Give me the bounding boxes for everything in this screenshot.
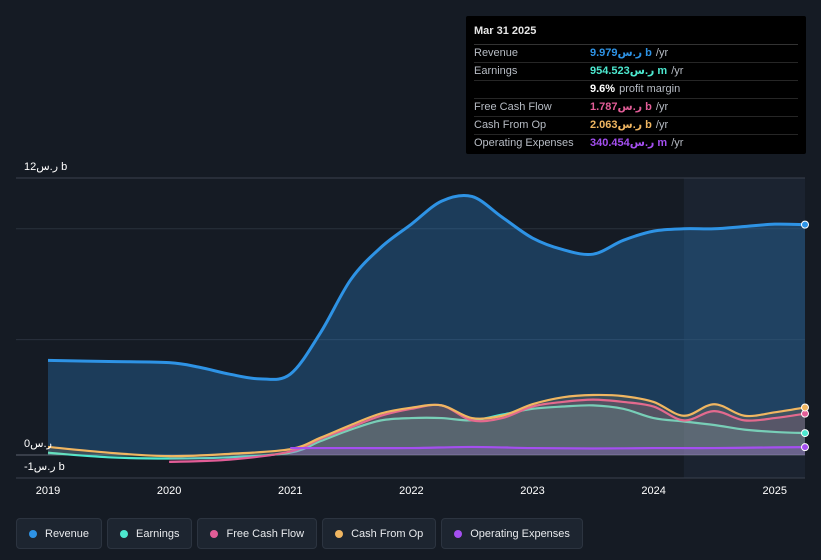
- legend-dot-icon: [335, 529, 344, 538]
- cash-from-op-line: [47, 393, 806, 458]
- tooltip-row-unit: /yr: [655, 119, 669, 131]
- tooltip-row-value: 1.787ر.س b: [590, 101, 652, 113]
- tooltip-row-unit: /yr: [671, 65, 684, 77]
- tooltip-row: Cash From Op 2.063ر.س b/yr: [474, 117, 798, 135]
- x-tick-label: 2024: [641, 485, 666, 497]
- legend-label: Free Cash Flow: [226, 527, 305, 540]
- legend-item-cash-from-op[interactable]: Cash From Op: [322, 518, 437, 549]
- tooltip-row-unit: /yr: [655, 47, 669, 59]
- tooltip-row-label: Revenue: [474, 47, 519, 59]
- tooltip-row-unit: /yr: [655, 101, 669, 113]
- end-markers: [801, 220, 809, 452]
- tooltip-date: Mar 31 2025: [474, 22, 798, 45]
- legend-dot-icon: [454, 529, 463, 538]
- tooltip-panel: Mar 31 2025 Revenue 9.979ر.س b/yr Earnings…: [466, 16, 806, 154]
- tooltip-row: 9.6% profit margin: [474, 81, 798, 99]
- operating-expenses-line: [290, 445, 806, 450]
- free-cash-flow-area: [169, 399, 805, 462]
- earnings-area: [48, 405, 805, 459]
- legend-dot-icon: [120, 529, 129, 538]
- tooltip-row: Revenue 9.979ر.س b/yr: [474, 45, 798, 63]
- operating-expenses-end-point: [801, 443, 809, 452]
- tooltip-row-unit: profit margin: [619, 83, 681, 95]
- tooltip-row-label: Earnings: [474, 65, 518, 77]
- tooltip-row-unit: /yr: [671, 137, 684, 149]
- legend-label: Revenue: [45, 527, 90, 540]
- tooltip-row-label: Free Cash Flow: [474, 101, 552, 113]
- y-label-bottom: -1ر.س b: [24, 461, 65, 473]
- tooltip-row: Earnings 954.523ر.س m/yr: [474, 63, 798, 81]
- tooltip-row-label: Operating Expenses: [474, 137, 574, 149]
- tooltip-row-value: 340.454ر.س m: [590, 137, 668, 149]
- x-tick-label: 2019: [35, 485, 61, 497]
- legend-label: Earnings: [136, 527, 180, 540]
- tooltip-row: Operating Expenses 340.454ر.س m/yr: [474, 135, 798, 152]
- x-tick-label: 2020: [156, 485, 182, 497]
- revenue-line: [47, 193, 806, 381]
- x-tick-label: 2023: [520, 485, 545, 497]
- legend-dot-icon: [210, 529, 219, 538]
- y-label-top: 12ر.س b: [24, 161, 68, 173]
- tooltip-row-value: 9.979ر.س b: [590, 47, 652, 59]
- tooltip-row-value: 954.523ر.س m: [590, 65, 668, 77]
- tooltip-row: Free Cash Flow 1.787ر.س b/yr: [474, 99, 798, 117]
- financial-chart: [16, 177, 809, 479]
- cash-from-op-end-point: [801, 403, 809, 412]
- x-tick-label: 2021: [277, 485, 303, 497]
- tooltip-row-value: 9.6%: [590, 83, 616, 95]
- legend: Revenue Earnings Free Cash Flow Cash From O…: [16, 518, 583, 549]
- cash-from-op-area: [48, 394, 805, 457]
- revenue-area: [48, 195, 805, 456]
- tooltip-row-label: Cash From Op: [474, 119, 547, 131]
- legend-label: Operating Expenses: [470, 527, 570, 540]
- series-layer: [47, 193, 806, 464]
- legend-item-revenue[interactable]: Revenue: [16, 518, 103, 549]
- x-tick-label: 2025: [762, 485, 787, 497]
- legend-item-free-cash-flow[interactable]: Free Cash Flow: [197, 518, 318, 549]
- legend-item-operating-expenses[interactable]: Operating Expenses: [441, 518, 583, 549]
- revenue-end-point: [801, 220, 809, 229]
- legend-dot-icon: [29, 529, 37, 538]
- tooltip-row-value: 2.063ر.س b: [590, 119, 652, 131]
- earnings-end-point: [801, 429, 809, 438]
- x-tick-label: 2022: [399, 485, 424, 497]
- legend-item-earnings[interactable]: Earnings: [107, 518, 193, 549]
- tooltip-row-label: [474, 81, 590, 98]
- legend-label: Cash From Op: [351, 527, 424, 540]
- y-label-zero: 0ر.س: [24, 438, 52, 450]
